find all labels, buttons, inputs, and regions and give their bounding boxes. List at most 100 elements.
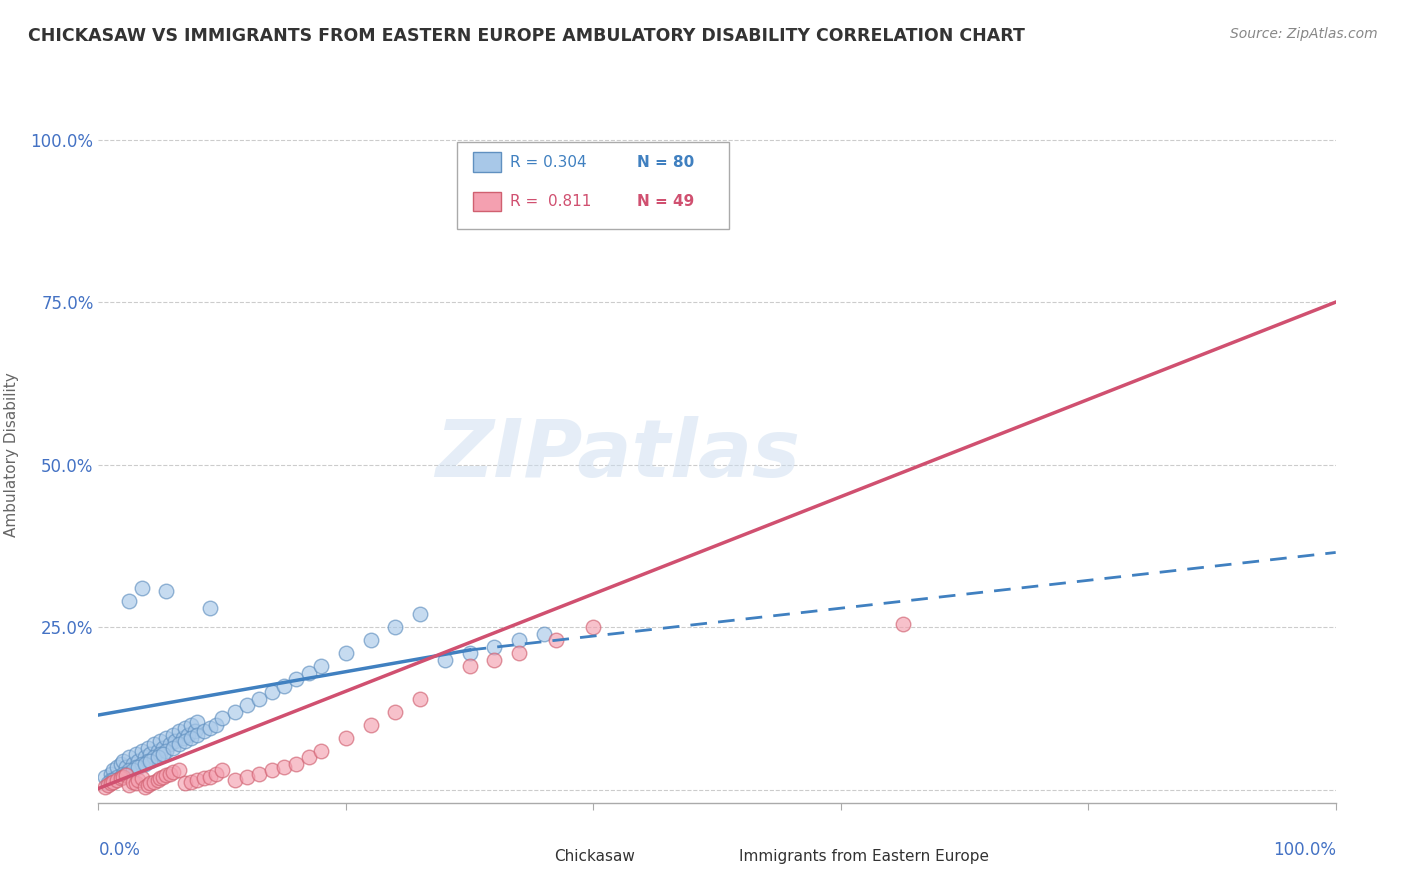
Point (159, 766, 181, 780)
Point (110, 770, 132, 784)
Point (127, 760, 149, 774)
Point (165, 734, 187, 748)
Point (143, 750, 166, 764)
Point (122, 756, 145, 771)
Point (103, 772, 125, 787)
Point (176, 727, 198, 741)
Point (97, 778, 120, 792)
Point (384, 620, 406, 634)
Point (236, 770, 259, 784)
Point (484, 653, 506, 667)
Text: N = 80: N = 80 (637, 154, 695, 169)
Point (136, 754, 159, 768)
Point (180, 775, 202, 789)
Point (122, 764, 145, 778)
Point (127, 772, 149, 787)
Point (103, 764, 125, 778)
Point (533, 626, 555, 640)
Text: R =  0.811: R = 0.811 (510, 194, 592, 209)
Point (112, 754, 135, 768)
Point (162, 764, 184, 779)
Point (159, 737, 181, 751)
Point (122, 775, 145, 789)
Point (114, 768, 136, 782)
Text: 100.0%: 100.0% (1272, 841, 1336, 859)
Text: N = 49: N = 49 (637, 194, 695, 209)
Point (484, 640, 506, 654)
Point (198, 721, 221, 735)
Point (260, 685, 283, 699)
Point (105, 760, 128, 774)
Point (110, 756, 132, 771)
Point (131, 756, 153, 771)
Point (131, 771, 153, 785)
Point (508, 646, 530, 660)
Point (273, 679, 295, 693)
Point (134, 780, 156, 794)
Point (139, 747, 162, 761)
Text: ZIPatlas: ZIPatlas (436, 416, 800, 494)
Point (309, 744, 332, 758)
Point (174, 776, 197, 790)
Point (155, 731, 177, 745)
Point (139, 776, 162, 790)
Point (155, 768, 177, 782)
Point (93, 770, 115, 784)
Point (100, 772, 122, 787)
Point (193, 724, 215, 739)
Point (211, 764, 233, 778)
Point (273, 760, 295, 774)
Point (285, 672, 308, 686)
Point (162, 727, 184, 741)
Point (124, 760, 146, 774)
Point (118, 594, 141, 608)
Point (136, 740, 159, 755)
Point (114, 766, 136, 780)
Point (180, 718, 202, 732)
Point (458, 646, 481, 660)
Point (186, 772, 208, 787)
FancyBboxPatch shape (474, 192, 501, 211)
Point (93, 780, 115, 794)
Point (134, 750, 156, 764)
Point (360, 633, 382, 648)
Point (149, 747, 172, 761)
Point (174, 734, 197, 748)
Point (167, 737, 190, 751)
Point (224, 772, 246, 787)
Point (100, 776, 122, 790)
Point (155, 584, 177, 599)
Point (124, 747, 146, 761)
Point (114, 760, 136, 774)
Point (285, 756, 308, 771)
Point (143, 737, 166, 751)
Point (143, 775, 166, 789)
Point (298, 665, 321, 680)
Point (118, 764, 141, 778)
Point (186, 727, 208, 741)
Point (236, 698, 259, 713)
Point (193, 771, 215, 785)
Point (247, 766, 270, 780)
Point (110, 771, 132, 785)
Point (103, 775, 125, 789)
Point (891, 617, 914, 632)
FancyBboxPatch shape (474, 153, 501, 172)
Point (174, 721, 197, 735)
Point (152, 747, 174, 761)
Point (247, 691, 270, 706)
Point (458, 659, 481, 673)
Point (167, 764, 190, 778)
Point (335, 731, 357, 745)
Point (211, 711, 233, 725)
Point (409, 691, 432, 706)
Point (198, 770, 221, 784)
FancyBboxPatch shape (457, 142, 730, 229)
Point (152, 740, 174, 755)
FancyBboxPatch shape (704, 848, 733, 865)
Text: R = 0.304: R = 0.304 (510, 154, 588, 169)
Point (134, 756, 156, 771)
Point (146, 750, 169, 764)
Point (105, 770, 128, 784)
Text: Chickasaw: Chickasaw (554, 849, 634, 863)
